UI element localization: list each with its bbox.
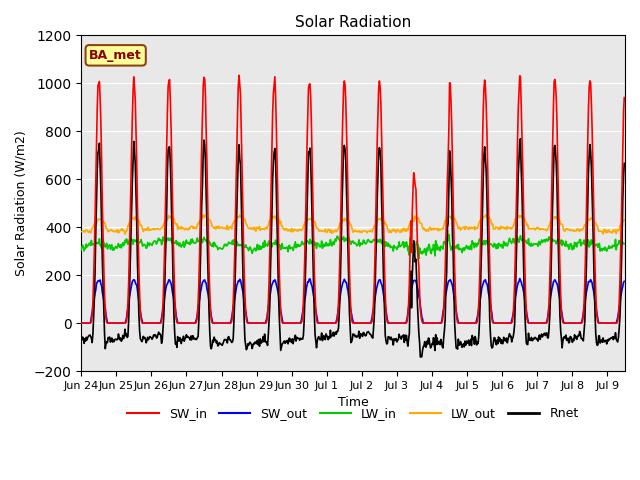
Rnet (154, 335, 161, 341)
SW_in (310, 236, 317, 241)
SW_out (154, 320, 161, 326)
Rnet (468, 343, 476, 348)
SW_in (154, 320, 161, 326)
Y-axis label: Solar Radiation (W/m2): Solar Radiation (W/m2) (15, 131, 28, 276)
SW_in (77, 320, 85, 326)
Rnet (79, 336, 87, 341)
SW_out (330, 320, 337, 326)
LW_out (620, 217, 628, 223)
LW_out (310, 218, 317, 224)
Line: LW_out: LW_out (81, 215, 624, 234)
SW_out (480, 278, 488, 284)
LW_in (77, 247, 85, 252)
SW_in (236, 72, 243, 78)
Rnet (330, 329, 337, 335)
LW_out (77, 229, 85, 235)
Line: LW_in: LW_in (81, 230, 624, 258)
SW_in (620, 95, 628, 100)
X-axis label: Time: Time (338, 396, 369, 409)
Rnet (620, 160, 628, 166)
LW_in (468, 238, 476, 243)
SW_out (77, 320, 85, 326)
SW_in (481, 77, 488, 83)
SW_in (468, 320, 476, 326)
Text: BA_met: BA_met (90, 49, 142, 62)
SW_in (79, 320, 87, 326)
Rnet (77, 338, 85, 344)
LW_in (154, 240, 161, 246)
LW_in (415, 255, 422, 261)
LW_out (121, 231, 129, 237)
LW_in (309, 241, 317, 247)
SW_out (309, 289, 317, 295)
Rnet (417, 354, 424, 360)
Rnet (516, 136, 524, 142)
SW_out (79, 320, 87, 326)
LW_out (481, 214, 488, 219)
Legend: SW_in, SW_out, LW_in, LW_out, Rnet: SW_in, SW_out, LW_in, LW_out, Rnet (122, 402, 584, 425)
SW_out (467, 320, 475, 326)
Line: SW_in: SW_in (81, 75, 624, 323)
LW_in (79, 244, 87, 250)
LW_out (468, 224, 476, 230)
LW_in (330, 239, 337, 244)
LW_out (79, 229, 87, 235)
Title: Solar Radiation: Solar Radiation (295, 15, 412, 30)
LW_out (154, 226, 162, 232)
Rnet (309, 253, 317, 259)
LW_in (481, 242, 489, 248)
LW_out (330, 228, 338, 234)
SW_out (620, 278, 628, 284)
Rnet (481, 144, 488, 150)
SW_in (330, 320, 338, 326)
LW_in (444, 228, 451, 233)
SW_out (516, 276, 524, 281)
Line: SW_out: SW_out (81, 278, 624, 323)
Line: Rnet: Rnet (81, 139, 624, 357)
LW_in (620, 241, 628, 247)
LW_out (483, 212, 490, 217)
